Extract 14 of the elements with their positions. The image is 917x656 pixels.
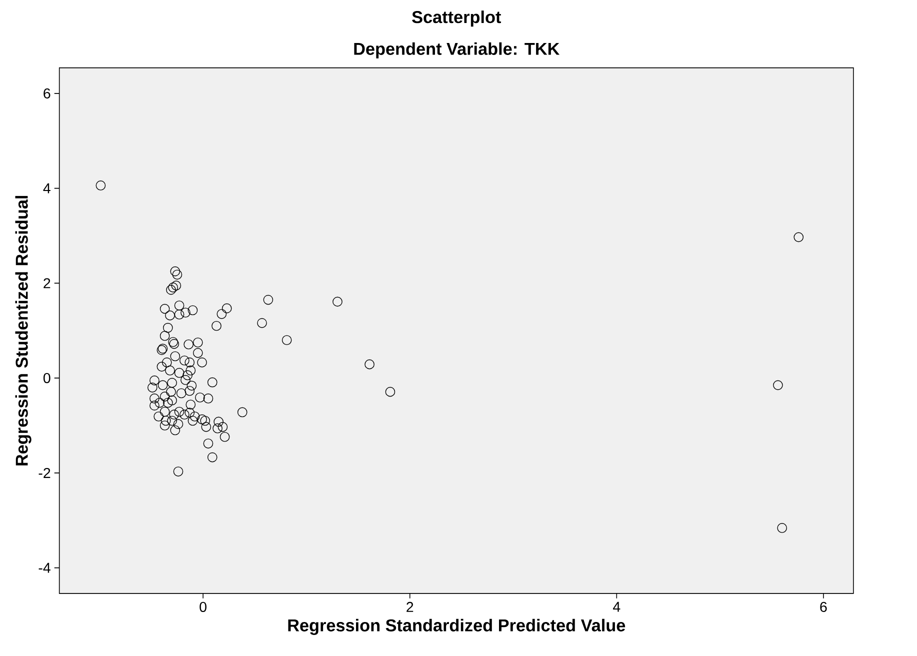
y-tick-label: 4 [43, 184, 50, 194]
x-tick-label: 2 [406, 602, 414, 612]
y-tick-label: -2 [38, 468, 50, 478]
x-tick-label: 4 [613, 602, 620, 612]
y-tick-label: 6 [44, 88, 50, 99]
y-tick-label: -4 [38, 563, 50, 573]
x-axis-title: Regression Standardized Predicted Value [288, 619, 626, 636]
y-tick-label: 2 [44, 278, 50, 288]
y-tick-label: 0 [43, 373, 50, 384]
chart-title: Scatterplot [412, 10, 502, 27]
chart-subtitle: Dependent Variable: TKK [354, 42, 560, 59]
x-tick-label: 0 [200, 602, 206, 612]
y-axis-title: Regression Studentized Residual [15, 196, 32, 466]
x-tick-label: 6 [820, 602, 827, 612]
